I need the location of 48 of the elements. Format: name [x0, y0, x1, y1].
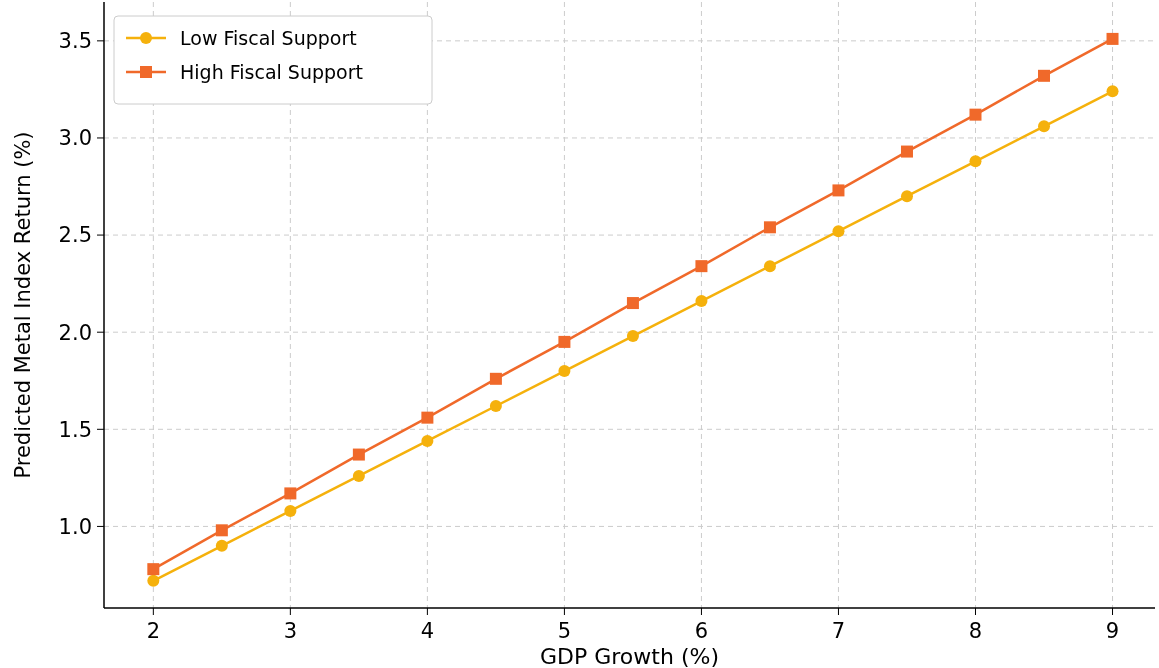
- point: [489, 372, 502, 385]
- point: [352, 448, 365, 461]
- point: [1106, 32, 1119, 45]
- y-tick-label: 1.5: [58, 417, 92, 442]
- point: [1106, 85, 1119, 98]
- point: [900, 145, 913, 158]
- point: [215, 524, 228, 537]
- y-tick-label: 2.5: [58, 223, 92, 248]
- point: [626, 297, 639, 310]
- x-tick-label: 4: [420, 619, 435, 643]
- point: [969, 155, 982, 168]
- y-tick-label: 1.0: [58, 514, 92, 539]
- point: [421, 411, 434, 424]
- y-tick-label: 2.0: [58, 320, 92, 345]
- legend-label: High Fiscal Support: [180, 60, 363, 83]
- point: [626, 330, 639, 343]
- point: [900, 190, 913, 203]
- point: [832, 225, 845, 238]
- point: [695, 260, 708, 273]
- x-tick-label: 9: [1105, 619, 1120, 643]
- point: [215, 539, 228, 552]
- y-tick-label: 3.5: [58, 29, 92, 54]
- point: [284, 487, 297, 500]
- point: [1038, 120, 1051, 133]
- point: [1038, 69, 1051, 82]
- point: [421, 434, 434, 447]
- x-tick-label: 2: [146, 619, 161, 643]
- point: [763, 221, 776, 234]
- point: [695, 295, 708, 308]
- point: [147, 574, 160, 587]
- point: [352, 469, 365, 482]
- point: [763, 260, 776, 273]
- point: [284, 504, 297, 517]
- point: [147, 563, 160, 576]
- x-tick-label: 5: [557, 619, 572, 643]
- y-tick-label: 3.0: [58, 126, 92, 151]
- point: [489, 400, 502, 412]
- point: [969, 108, 982, 121]
- x-tick-label: 6: [694, 619, 709, 643]
- x-axis-title: GDP Growth (%): [540, 644, 719, 668]
- x-tick-label: 3: [283, 619, 298, 643]
- x-tick-label: 7: [831, 619, 846, 643]
- x-tick-label: 8: [968, 619, 983, 643]
- point: [558, 365, 571, 378]
- point: [832, 184, 845, 197]
- legend-label: Low Fiscal Support: [180, 26, 357, 49]
- y-axis-title: Predicted Metal Index Return (%): [11, 131, 35, 479]
- point: [558, 335, 571, 348]
